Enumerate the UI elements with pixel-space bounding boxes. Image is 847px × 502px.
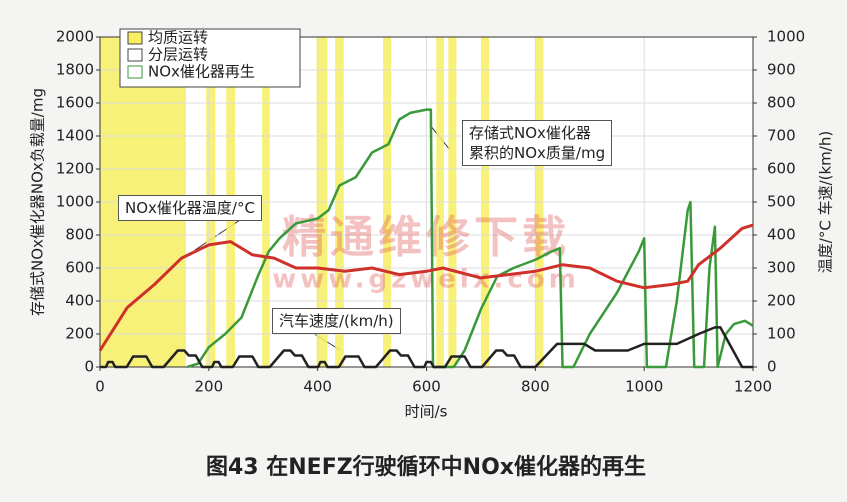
- series-line: [186, 108, 754, 369]
- y-tick-label: 1000: [56, 193, 94, 211]
- y2-axis-label: 温度/°C 车速/(km/h): [817, 131, 835, 273]
- y-tick-label: 600: [65, 259, 94, 277]
- legend-swatch: [127, 31, 143, 45]
- temperature-label: NOx催化器温度/°C: [118, 195, 262, 221]
- legend-swatch: [127, 65, 143, 79]
- legend-label: 均质运转: [148, 29, 208, 47]
- y2-tick-label: 800: [767, 94, 796, 112]
- y2-tick-label: 300: [767, 259, 796, 277]
- x-axis-label: 时间/s: [405, 403, 448, 421]
- series-line: [100, 326, 753, 369]
- y2-tick-label: 100: [767, 325, 796, 343]
- y-tick-label: 0: [84, 358, 94, 376]
- series-line: [98, 223, 754, 352]
- legend-swatch: [127, 48, 143, 62]
- y2-tick-label: 1000: [767, 28, 805, 46]
- y-tick-label: 1800: [56, 61, 94, 79]
- y2-tick-label: 500: [767, 193, 796, 211]
- x-tick-label: 0: [95, 378, 105, 396]
- y-tick-label: 200: [65, 325, 94, 343]
- x-tick-label: 400: [303, 378, 332, 396]
- y-tick-label: 400: [65, 292, 94, 310]
- plot-frame: [99, 36, 754, 368]
- legend-box: [119, 28, 301, 88]
- y-tick-label: 2000: [56, 28, 94, 46]
- x-tick-label: 800: [521, 378, 550, 396]
- y2-tick-label: 700: [767, 127, 796, 145]
- y-tick-label: 1600: [56, 94, 94, 112]
- y-tick-label: 800: [65, 226, 94, 244]
- caption: 图43 在NEFZ行驶循环中NOx催化器的再生: [206, 454, 646, 480]
- x-tick-label: 1200: [734, 378, 772, 396]
- y2-tick-label: 400: [767, 226, 796, 244]
- speed-label: 汽车速度/(km/h): [272, 308, 401, 334]
- x-tick-label: 1000: [625, 378, 663, 396]
- y2-tick-label: 600: [767, 160, 796, 178]
- y-tick-label: 1200: [56, 160, 94, 178]
- legend-label: NOx催化器再生: [148, 63, 255, 81]
- watermark: 精通维修下载: [282, 212, 570, 263]
- x-tick-label: 600: [412, 378, 441, 396]
- y2-tick-label: 0: [767, 358, 777, 376]
- y2-tick-label: 200: [767, 292, 796, 310]
- x-tick-label: 200: [195, 378, 224, 396]
- legend-label: 分层运转: [148, 46, 208, 64]
- nox-mass-label: 存储式NOx催化器 累积的NOx质量/mg: [462, 120, 613, 166]
- y-tick-label: 1400: [56, 127, 94, 145]
- y-axis-label: 存储式NOx催化器NOx负载量/mg: [29, 88, 47, 316]
- y2-tick-label: 900: [767, 61, 796, 79]
